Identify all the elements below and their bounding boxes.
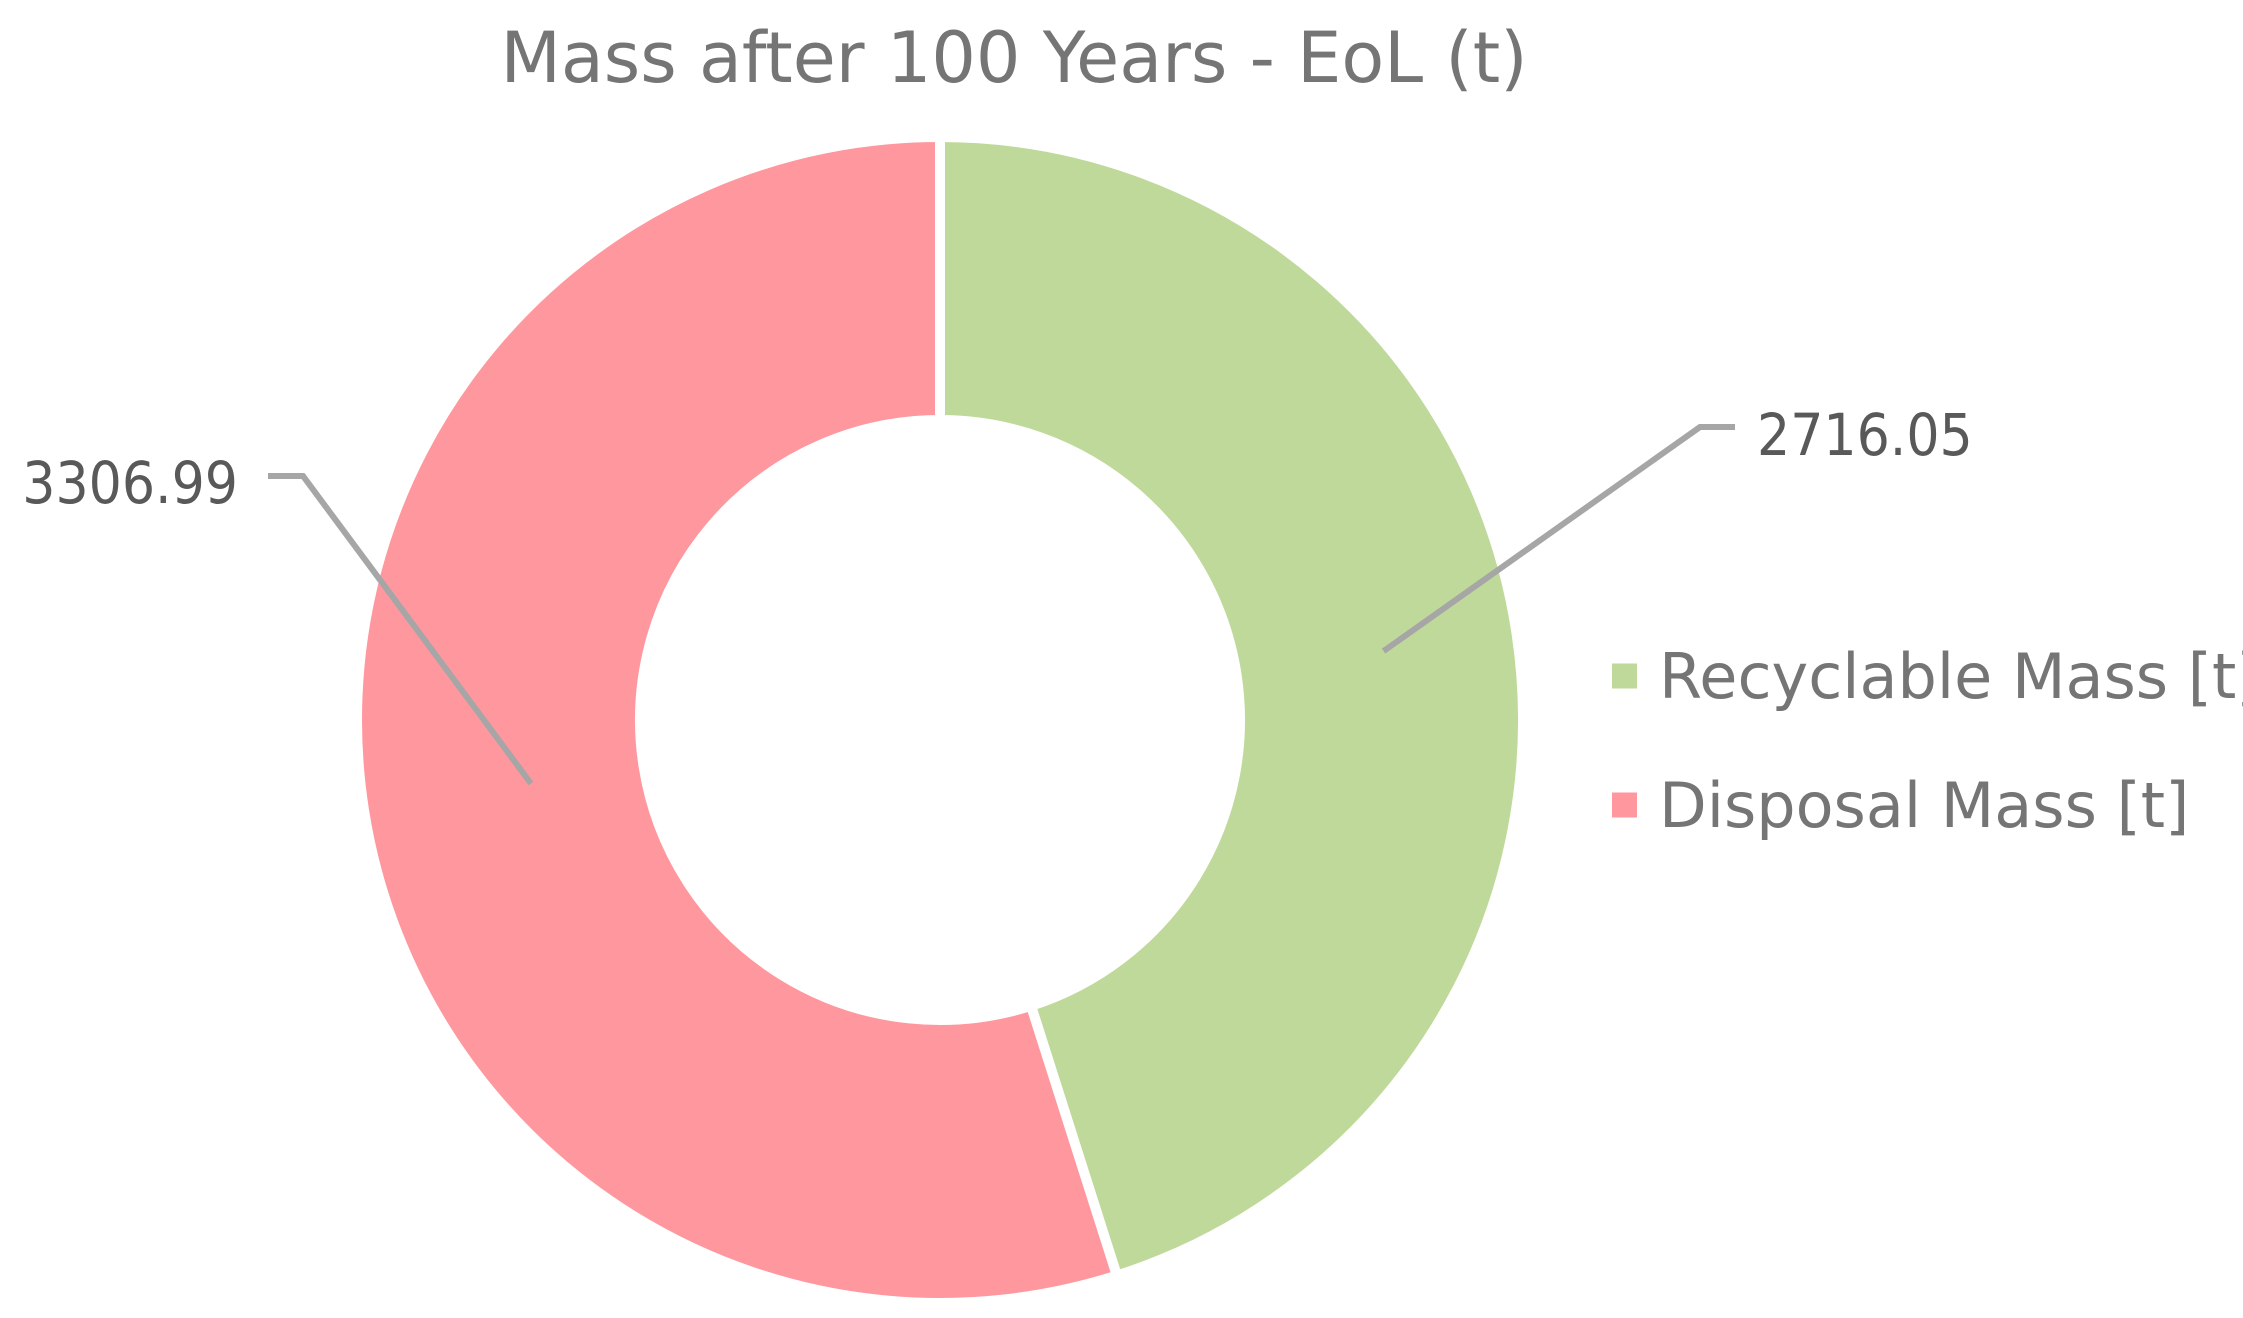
data-label-disposal-mass-t: 3306.99	[22, 449, 238, 517]
legend-swatch-recyclable-mass-t	[1612, 663, 1637, 689]
legend-label-disposal-mass-t: Disposal Mass [t]	[1659, 769, 2189, 842]
donut-slices	[352, 131, 1528, 1308]
slice-recyclable-mass-t	[935, 131, 1528, 1282]
slice-disposal-mass-t	[352, 131, 1124, 1308]
legend-swatch-disposal-mass-t	[1612, 792, 1637, 818]
leader-line-recyclable-mass-t	[1381, 424, 1735, 654]
data-label-recyclable-mass-t: 2716.05	[1757, 401, 1973, 469]
legend-label-recyclable-mass-t: Recyclable Mass [t]	[1659, 640, 2243, 713]
leader-line-disposal-mass-t	[268, 473, 534, 786]
leader-lines	[268, 424, 1735, 786]
legend: Recyclable Mass [t] Disposal Mass [t]	[1612, 640, 2243, 842]
data-labels: 2716.05 3306.99	[22, 401, 1972, 517]
chart-title: Mass after 100 Years - EoL (t)	[501, 17, 1528, 99]
